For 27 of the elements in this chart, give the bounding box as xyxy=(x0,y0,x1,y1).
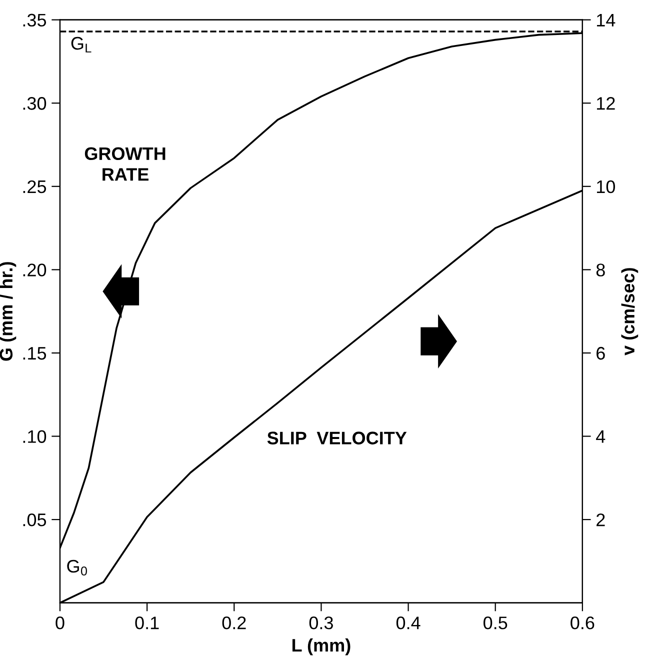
x-tick-label: 0 xyxy=(56,616,64,630)
x-tick-label: 0.6 xyxy=(570,616,594,630)
y-tick-label: .05 xyxy=(23,513,46,526)
x-tick-label: 0.1 xyxy=(135,616,159,630)
ref-line-label: G$_{L}$ xyxy=(71,36,92,52)
y2-tick-label: 4 xyxy=(596,430,606,443)
y-tick-label: .10 xyxy=(23,430,46,443)
y-tick-label: .35 xyxy=(23,14,46,27)
y2-tick-label: 10 xyxy=(597,180,616,194)
y2-axis-title: v (cm/sec) xyxy=(621,268,638,356)
y-tick-label: .30 xyxy=(23,97,46,110)
y-tick-label: .20 xyxy=(23,264,46,276)
x-tick-label: 0.2 xyxy=(222,616,246,630)
annotation: G$_{0}$ xyxy=(67,560,87,576)
y-tick-label: .25 xyxy=(23,180,46,194)
y2-tick-label: 6 xyxy=(596,346,605,360)
y2-tick-label: 8 xyxy=(596,264,605,276)
x-axis-title: L (mm) xyxy=(292,638,350,656)
y-tick-label: .15 xyxy=(23,347,46,360)
x-tick-label: 0.4 xyxy=(396,616,420,630)
y2-tick-label: 12 xyxy=(597,97,615,110)
x-tick-label: 0.5 xyxy=(484,616,508,630)
y2-tick-label: 2 xyxy=(596,513,605,526)
annotation: SLIP VELOCITY xyxy=(267,432,407,444)
annotation: GROWTH RATE xyxy=(84,147,166,181)
x-tick-label: 0.3 xyxy=(309,616,333,630)
y2-tick-label: 14 xyxy=(597,14,616,26)
